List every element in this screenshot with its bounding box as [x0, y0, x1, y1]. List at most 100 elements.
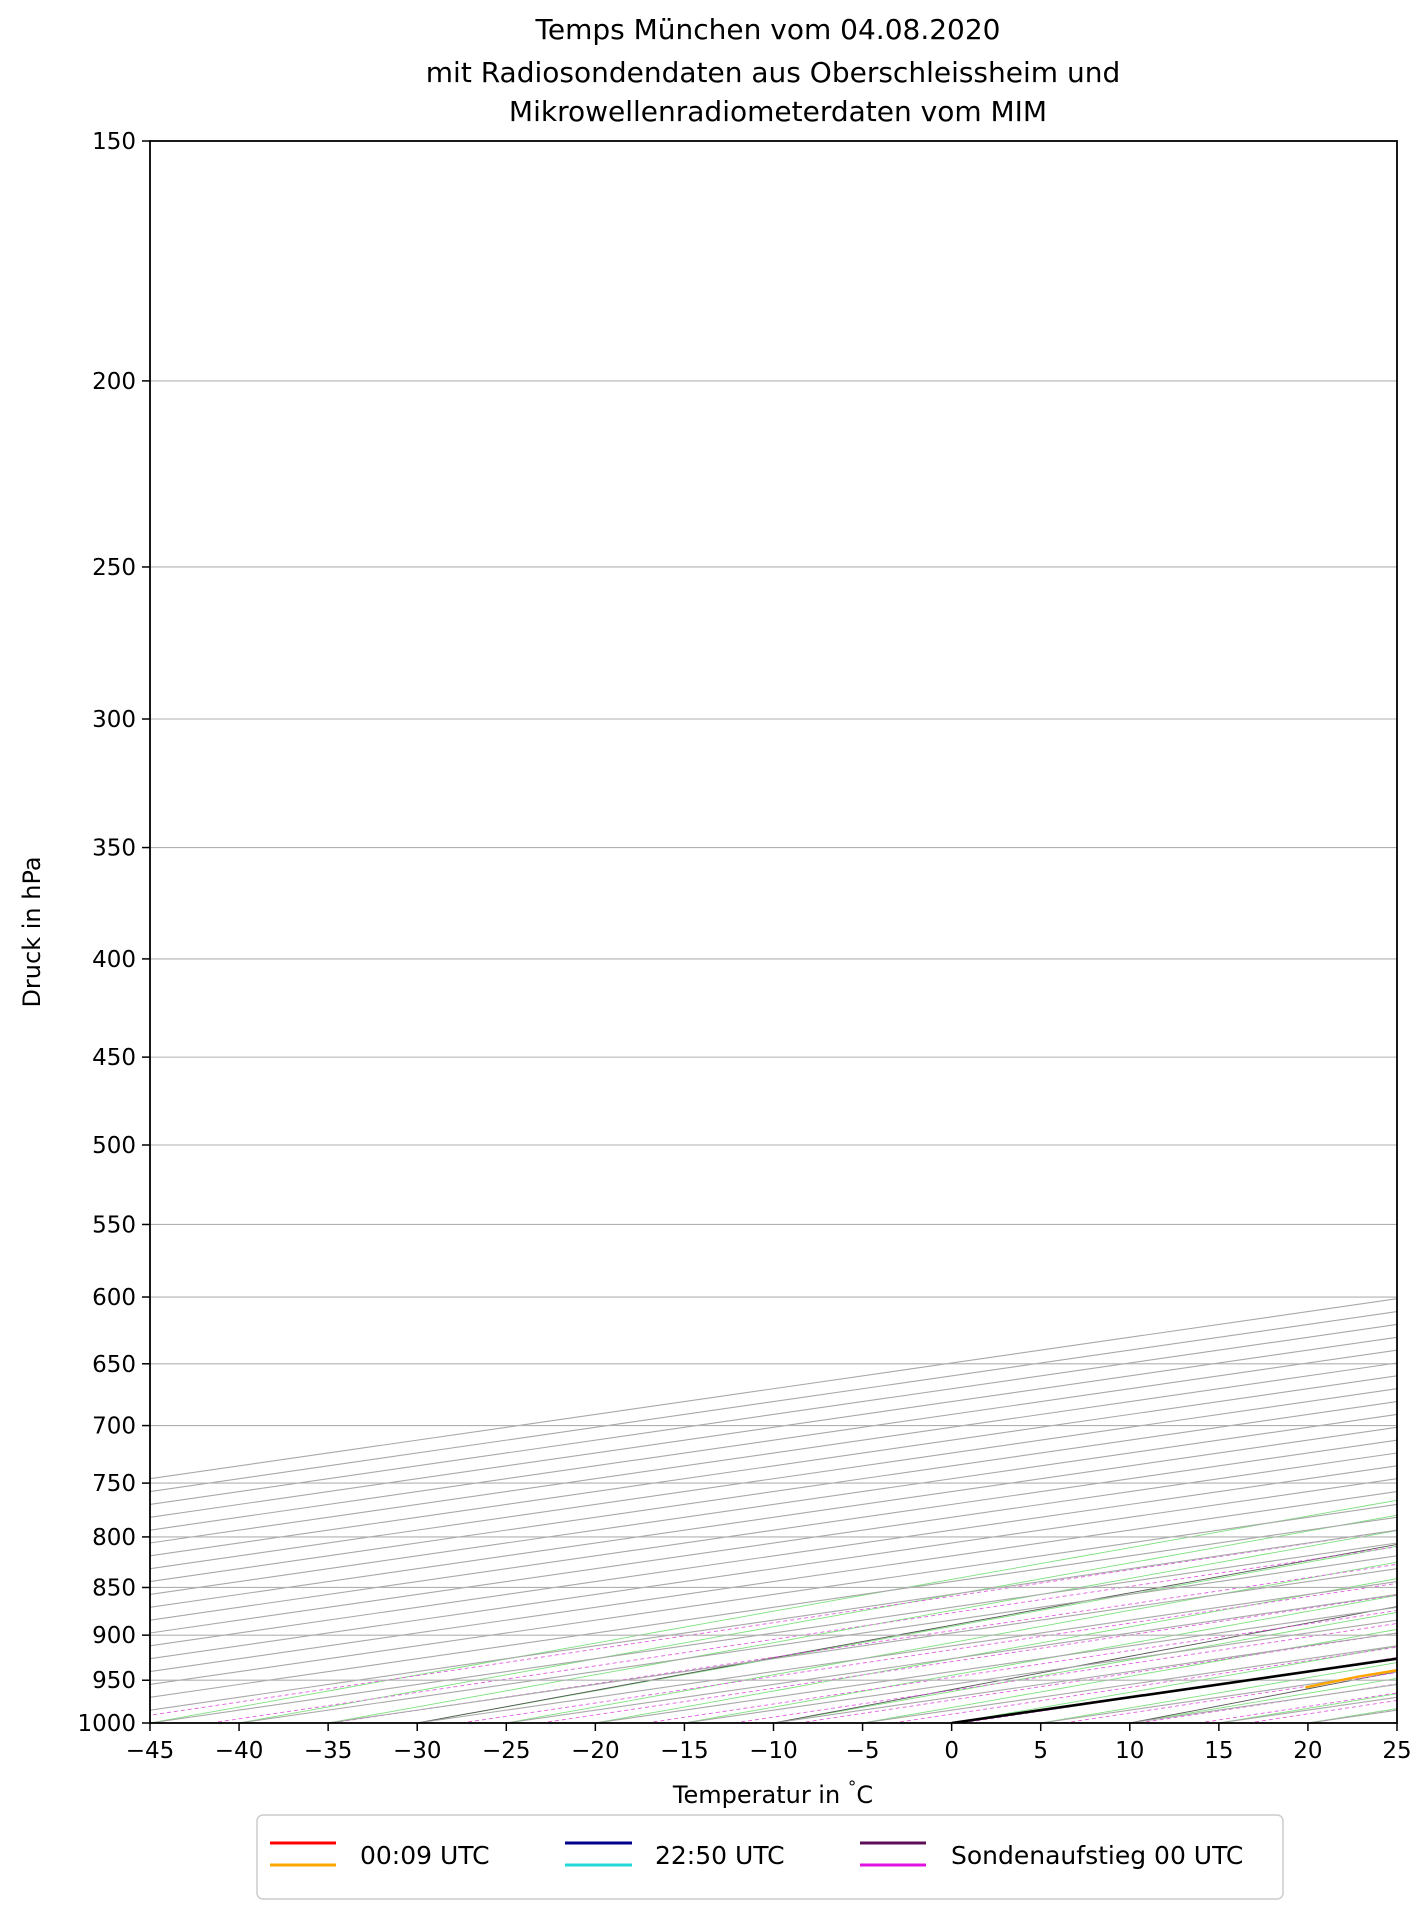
moist-adiabat: [150, 1499, 1397, 1723]
y-tick-label: 350: [92, 836, 136, 862]
moist-adiabat: [506, 1561, 1397, 1723]
moist-adiabat: [239, 1514, 1397, 1723]
x-tick-label: 10: [1115, 1738, 1144, 1764]
x-tick-label: 25: [1382, 1738, 1411, 1764]
mixing-ratio-line: [461, 1582, 1397, 1723]
isotherm: [150, 1503, 1397, 1685]
chart-title-line-3: Mikrowellenradiometerdaten vom MIM: [509, 95, 1047, 128]
x-tick-label: −30: [393, 1738, 442, 1764]
x-tick-label: −15: [660, 1738, 709, 1764]
isotherm: [150, 1336, 1397, 1518]
mixing-ratio-line: [798, 1632, 1397, 1723]
y-tick-label: 400: [92, 947, 136, 973]
chart-title-line-1: Temps München vom 04.08.2020: [535, 13, 1001, 46]
y-tick-label: 650: [92, 1352, 136, 1378]
dry-adiabat: [417, 1543, 1397, 1723]
isotherm: [684, 1619, 1397, 1723]
moist-adiabat: [951, 1645, 1397, 1723]
y-tick-label: 900: [92, 1623, 136, 1649]
y-tick-label: 750: [92, 1471, 136, 1497]
isotherm: [506, 1593, 1397, 1723]
moist-adiabat: [417, 1545, 1397, 1723]
mixing-ratio-line: [541, 1594, 1397, 1723]
isotherm: [1396, 1722, 1397, 1723]
y-tick-label: 800: [92, 1525, 136, 1551]
mixing-ratio-line: [150, 1529, 1397, 1716]
y-tick-label: 550: [92, 1212, 136, 1238]
y-tick-label: 1000: [77, 1711, 136, 1737]
isotherm: [595, 1606, 1397, 1723]
mixing-ratio-line: [646, 1610, 1397, 1723]
y-tick-label: 200: [92, 369, 136, 395]
y-tick-label: 950: [92, 1668, 136, 1694]
x-tick-label: 0: [944, 1738, 959, 1764]
moist-adiabat: [595, 1578, 1397, 1723]
y-tick-label: 700: [92, 1414, 136, 1440]
isotherm: [150, 1452, 1397, 1634]
x-tick-label: 5: [1033, 1738, 1048, 1764]
zero-degree-isotherm: [951, 1657, 1397, 1723]
isotherm: [150, 1349, 1397, 1531]
x-axis-unit-celsius: C: [856, 1781, 873, 1809]
mixing-ratio-line: [1138, 1683, 1397, 1723]
x-axis-unit-degree: °: [848, 1778, 857, 1798]
plot-frame: [149, 140, 1398, 1724]
isotherm: [150, 1375, 1397, 1557]
isotherm: [1218, 1696, 1397, 1723]
mixing-ratio-line: [210, 1546, 1397, 1723]
isotherm: [150, 1298, 1397, 1480]
y-tick-label: 450: [92, 1045, 136, 1071]
y-axis-label: Druck in hPa: [18, 856, 46, 1007]
mixing-ratio-line: [1248, 1699, 1397, 1723]
isotherm: [150, 1401, 1397, 1583]
x-tick-label: 15: [1204, 1738, 1233, 1764]
x-tick-label: −40: [215, 1738, 264, 1764]
isotherm: [150, 1478, 1397, 1660]
moist-adiabat: [1218, 1693, 1397, 1723]
isotherm: [150, 1542, 1397, 1723]
x-tick-label: −45: [126, 1738, 175, 1764]
isotherm: [150, 1516, 1397, 1698]
x-axis-label: Temperatur in °C: [672, 1778, 873, 1809]
mixing-ratio-line: [1198, 1692, 1397, 1723]
profile-line-1: [1305, 1668, 1397, 1689]
legend-box: [256, 1814, 1284, 1900]
moist-adiabat: [1040, 1662, 1397, 1723]
x-tick-label: −10: [749, 1738, 798, 1764]
chart-title-line-2: mit Radiosondendaten aus Oberschleisshei…: [426, 56, 1120, 89]
y-axis-ticks: 150 200 250 300 350 400 450 500 550 600 650 700 750 8…: [77, 129, 150, 1737]
grid-layer: [150, 141, 1397, 1723]
isotherm: [150, 1311, 1397, 1493]
legend-label-2250-utc: 22:50 UTC: [655, 1841, 785, 1870]
mixing-ratio-line: [1064, 1672, 1397, 1723]
moist-adiabat: [1307, 1708, 1397, 1723]
mixing-ratio-line: [962, 1657, 1397, 1723]
isotherm: [150, 1529, 1397, 1711]
mixing-ratio-line: [1310, 1709, 1397, 1723]
isotherm: [951, 1658, 1397, 1723]
isotherm: [150, 1439, 1397, 1621]
y-tick-label: 500: [92, 1133, 136, 1159]
legend: 00:09 UTC 22:50 UTC Sondenaufstieg 00 UT…: [256, 1814, 1284, 1900]
series-layer: [1305, 609, 1427, 1689]
isotherm: [150, 1388, 1397, 1570]
moist-adiabat: [773, 1611, 1397, 1723]
profile-line-0: [1404, 609, 1427, 1683]
x-tick-label: 20: [1293, 1738, 1322, 1764]
y-tick-label: 600: [92, 1285, 136, 1311]
isotherm: [417, 1581, 1397, 1723]
isotherm: [150, 1362, 1397, 1544]
legend-label-0009-utc: 00:09 UTC: [360, 1841, 490, 1870]
x-tick-label: −5: [846, 1738, 880, 1764]
isotherm: [1040, 1671, 1397, 1723]
y-tick-label: 850: [92, 1575, 136, 1601]
x-axis-ticks: −45 −40 −35 −30 −25 −20 −15 −10 −5 0 5 10 15 20 25: [126, 1723, 1412, 1764]
moist-adiabat: [684, 1594, 1397, 1723]
isotherm: [150, 1491, 1397, 1673]
isotherm: [862, 1645, 1397, 1723]
isotherm: [150, 1323, 1397, 1505]
moist-adiabat: [862, 1628, 1397, 1723]
isotherm: [1129, 1683, 1397, 1723]
isotherm: [150, 1413, 1397, 1595]
